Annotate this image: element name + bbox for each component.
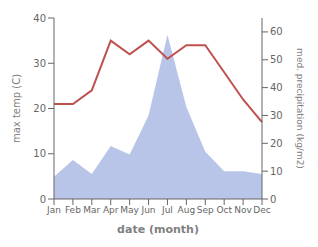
- svg-text:date (month): date (month): [117, 223, 199, 236]
- svg-text:Jun: Jun: [141, 205, 156, 215]
- svg-text:Apr: Apr: [103, 205, 119, 215]
- svg-text:50: 50: [270, 54, 283, 65]
- svg-text:Jan: Jan: [46, 205, 61, 215]
- svg-text:Aug: Aug: [178, 205, 196, 215]
- svg-text:0: 0: [270, 194, 276, 205]
- svg-text:Nov: Nov: [234, 205, 252, 215]
- svg-text:60: 60: [270, 26, 283, 37]
- svg-text:Sep: Sep: [197, 205, 214, 215]
- svg-text:Jul: Jul: [161, 205, 173, 215]
- svg-text:20: 20: [270, 138, 283, 149]
- svg-text:Mar: Mar: [83, 205, 100, 215]
- svg-text:40: 40: [270, 82, 283, 93]
- svg-text:med. precipitation (kg/m2): med. precipitation (kg/m2): [295, 48, 305, 169]
- svg-text:May: May: [120, 205, 139, 215]
- svg-text:max temp (C): max temp (C): [11, 74, 22, 143]
- svg-text:0: 0: [40, 194, 46, 205]
- svg-text:10: 10: [33, 148, 46, 159]
- svg-text:Dec: Dec: [253, 205, 270, 215]
- svg-text:40: 40: [33, 13, 46, 24]
- svg-text:Oct: Oct: [216, 205, 232, 215]
- svg-text:10: 10: [270, 166, 283, 177]
- svg-text:Feb: Feb: [65, 205, 81, 215]
- svg-text:30: 30: [33, 58, 46, 69]
- svg-text:30: 30: [270, 110, 283, 121]
- svg-text:20: 20: [33, 103, 46, 114]
